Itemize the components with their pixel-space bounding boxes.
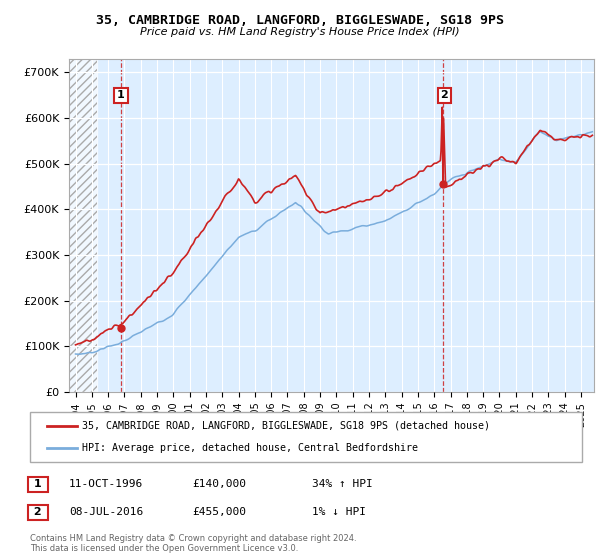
Text: 2: 2 bbox=[440, 91, 448, 100]
Bar bbox=[69, 59, 97, 392]
Text: 35, CAMBRIDGE ROAD, LANGFORD, BIGGLESWADE, SG18 9PS (detached house): 35, CAMBRIDGE ROAD, LANGFORD, BIGGLESWAD… bbox=[82, 421, 490, 431]
Text: 1: 1 bbox=[30, 479, 46, 489]
Bar bbox=[69, 59, 97, 392]
Text: £140,000: £140,000 bbox=[192, 479, 246, 489]
Text: Price paid vs. HM Land Registry's House Price Index (HPI): Price paid vs. HM Land Registry's House … bbox=[140, 27, 460, 37]
Text: 11-OCT-1996: 11-OCT-1996 bbox=[69, 479, 143, 489]
Text: HPI: Average price, detached house, Central Bedfordshire: HPI: Average price, detached house, Cent… bbox=[82, 443, 418, 453]
Text: 35, CAMBRIDGE ROAD, LANGFORD, BIGGLESWADE, SG18 9PS: 35, CAMBRIDGE ROAD, LANGFORD, BIGGLESWAD… bbox=[96, 14, 504, 27]
Text: 08-JUL-2016: 08-JUL-2016 bbox=[69, 507, 143, 517]
Text: 1% ↓ HPI: 1% ↓ HPI bbox=[312, 507, 366, 517]
Text: 1: 1 bbox=[117, 91, 125, 100]
FancyBboxPatch shape bbox=[30, 412, 582, 462]
Text: £455,000: £455,000 bbox=[192, 507, 246, 517]
Text: 34% ↑ HPI: 34% ↑ HPI bbox=[312, 479, 373, 489]
Text: 2: 2 bbox=[30, 507, 46, 517]
Text: This data is licensed under the Open Government Licence v3.0.: This data is licensed under the Open Gov… bbox=[30, 544, 298, 553]
Text: Contains HM Land Registry data © Crown copyright and database right 2024.: Contains HM Land Registry data © Crown c… bbox=[30, 534, 356, 543]
